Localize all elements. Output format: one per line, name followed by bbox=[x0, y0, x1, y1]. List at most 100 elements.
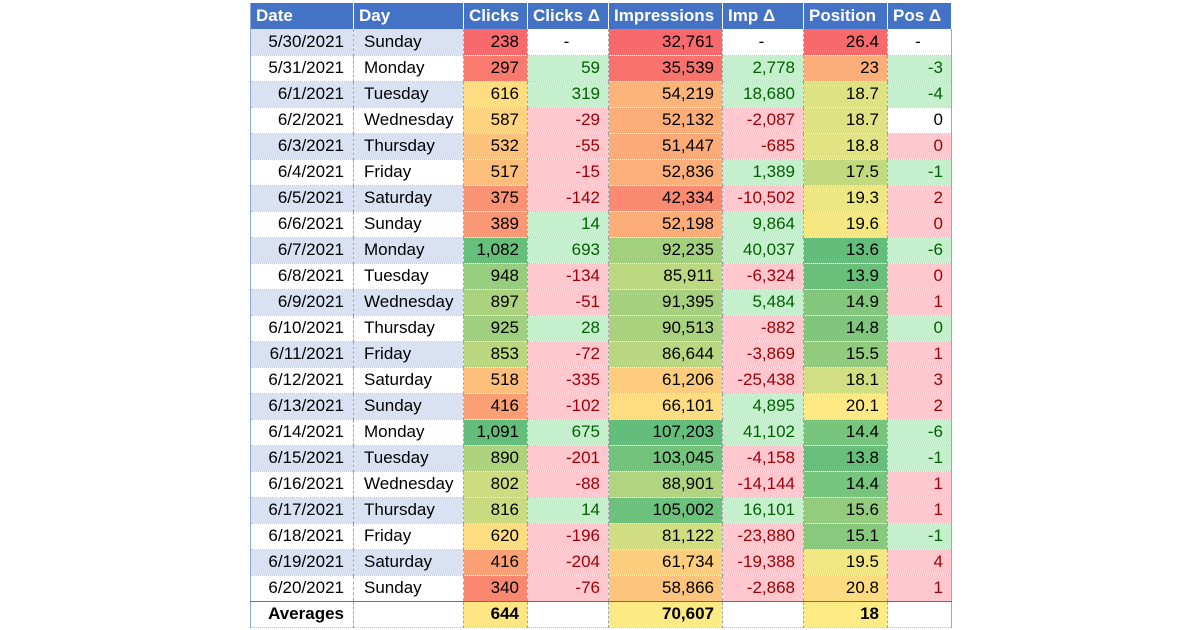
header-clicks: Clicks bbox=[463, 3, 528, 29]
clicks-delta-cell: -134 bbox=[527, 263, 609, 290]
imp-delta-cell: -4,158 bbox=[722, 445, 804, 472]
clicks-delta-cell: -196 bbox=[527, 523, 609, 550]
position-cell: 13.6 bbox=[803, 237, 888, 264]
clicks-cell: 802 bbox=[463, 471, 528, 498]
imp-delta-cell: - bbox=[722, 29, 804, 56]
impressions-cell: 52,836 bbox=[608, 159, 723, 186]
averages-impressions: 70,607 bbox=[608, 600, 723, 628]
clicks-cell: 416 bbox=[463, 393, 528, 420]
day-cell: Sunday bbox=[353, 29, 464, 56]
imp-delta-cell: 1,389 bbox=[722, 159, 804, 186]
clicks-delta-cell: -204 bbox=[527, 549, 609, 576]
clicks-delta-cell: 675 bbox=[527, 419, 609, 446]
clicks-delta-cell: -335 bbox=[527, 367, 609, 394]
position-cell: 14.4 bbox=[803, 419, 888, 446]
day-cell: Thursday bbox=[353, 315, 464, 342]
table-row: 6/6/2021 Sunday 389 14 52,198 9,864 19.6 0 bbox=[250, 211, 952, 238]
impressions-cell: 54,219 bbox=[608, 81, 723, 108]
clicks-cell: 1,091 bbox=[463, 419, 528, 446]
date-cell: 6/6/2021 bbox=[250, 211, 354, 238]
header-position: Position bbox=[803, 3, 888, 29]
clicks-delta-cell: -29 bbox=[527, 107, 609, 134]
table-row: 6/1/2021 Tuesday 616 319 54,219 18,680 18.7 -4 bbox=[250, 81, 952, 108]
impressions-cell: 35,539 bbox=[608, 55, 723, 82]
day-cell: Wednesday bbox=[353, 107, 464, 134]
pos-delta-cell: 2 bbox=[887, 393, 952, 420]
table-row: 6/5/2021 Saturday 375 -142 42,334 -10,502 19.3… bbox=[250, 185, 952, 212]
day-cell: Tuesday bbox=[353, 263, 464, 290]
clicks-cell: 375 bbox=[463, 185, 528, 212]
pos-delta-cell: -4 bbox=[887, 81, 952, 108]
pos-delta-cell: 3 bbox=[887, 367, 952, 394]
position-cell: 15.5 bbox=[803, 341, 888, 368]
day-cell: Wednesday bbox=[353, 471, 464, 498]
date-cell: 6/18/2021 bbox=[250, 523, 354, 550]
pos-delta-cell: 1 bbox=[887, 289, 952, 316]
averages-clicks: 644 bbox=[463, 600, 528, 628]
header-date: Date bbox=[250, 3, 354, 29]
imp-delta-cell: 40,037 bbox=[722, 237, 804, 264]
date-cell: 6/5/2021 bbox=[250, 185, 354, 212]
pos-delta-cell: 0 bbox=[887, 263, 952, 290]
table-row: 5/31/2021 Monday 297 59 35,539 2,778 23 -3 bbox=[250, 55, 952, 82]
table-row: 6/17/2021 Thursday 816 14 105,002 16,101 15.6 1 bbox=[250, 497, 952, 524]
position-cell: 20.8 bbox=[803, 575, 888, 602]
imp-delta-cell: -2,087 bbox=[722, 107, 804, 134]
table-row: 6/2/2021 Wednesday 587 -29 52,132 -2,087 18.7 0 bbox=[250, 107, 952, 134]
table-row: 6/12/2021 Saturday 518 -335 61,206 -25,438 18.… bbox=[250, 367, 952, 394]
impressions-cell: 91,395 bbox=[608, 289, 723, 316]
pos-delta-cell: - bbox=[887, 29, 952, 56]
averages-row: Averages 644 70,607 18 bbox=[250, 600, 952, 628]
day-cell: Saturday bbox=[353, 367, 464, 394]
clicks-delta-cell: 28 bbox=[527, 315, 609, 342]
table-row: 6/4/2021 Friday 517 -15 52,836 1,389 17.5 -1 bbox=[250, 159, 952, 186]
position-cell: 14.8 bbox=[803, 315, 888, 342]
pos-delta-cell: 0 bbox=[887, 211, 952, 238]
imp-delta-cell: -882 bbox=[722, 315, 804, 342]
day-cell: Monday bbox=[353, 237, 464, 264]
date-cell: 6/15/2021 bbox=[250, 445, 354, 472]
imp-delta-cell: -685 bbox=[722, 133, 804, 160]
clicks-cell: 518 bbox=[463, 367, 528, 394]
clicks-cell: 620 bbox=[463, 523, 528, 550]
date-cell: 6/11/2021 bbox=[250, 341, 354, 368]
table-row: 6/19/2021 Saturday 416 -204 61,734 -19,388 19.… bbox=[250, 549, 952, 576]
imp-delta-cell: -3,869 bbox=[722, 341, 804, 368]
clicks-delta-cell: -55 bbox=[527, 133, 609, 160]
date-cell: 6/1/2021 bbox=[250, 81, 354, 108]
pos-delta-cell: 0 bbox=[887, 133, 952, 160]
clicks-delta-cell: -201 bbox=[527, 445, 609, 472]
day-cell: Tuesday bbox=[353, 81, 464, 108]
averages-imp-delta-empty bbox=[722, 600, 804, 628]
impressions-cell: 52,198 bbox=[608, 211, 723, 238]
averages-pos-delta-empty bbox=[887, 600, 952, 628]
impressions-cell: 58,866 bbox=[608, 575, 723, 602]
clicks-cell: 389 bbox=[463, 211, 528, 238]
position-cell: 15.1 bbox=[803, 523, 888, 550]
table-row: 6/10/2021 Thursday 925 28 90,513 -882 14.8 0 bbox=[250, 315, 952, 342]
pos-delta-cell: -3 bbox=[887, 55, 952, 82]
pos-delta-cell: -6 bbox=[887, 419, 952, 446]
date-cell: 6/8/2021 bbox=[250, 263, 354, 290]
pos-delta-cell: 1 bbox=[887, 471, 952, 498]
table-row: 6/9/2021 Wednesday 897 -51 91,395 5,484 14.9 1 bbox=[250, 289, 952, 316]
imp-delta-cell: -2,868 bbox=[722, 575, 804, 602]
impressions-cell: 105,002 bbox=[608, 497, 723, 524]
date-cell: 6/20/2021 bbox=[250, 575, 354, 602]
impressions-cell: 51,447 bbox=[608, 133, 723, 160]
imp-delta-cell: -14,144 bbox=[722, 471, 804, 498]
header-clicks-delta: Clicks Δ bbox=[527, 3, 609, 29]
imp-delta-cell: -25,438 bbox=[722, 367, 804, 394]
clicks-cell: 925 bbox=[463, 315, 528, 342]
position-cell: 14.4 bbox=[803, 471, 888, 498]
day-cell: Tuesday bbox=[353, 445, 464, 472]
position-cell: 15.6 bbox=[803, 497, 888, 524]
gsc-performance-table: Date Day Clicks Clicks Δ Impressions Imp… bbox=[250, 3, 952, 628]
date-cell: 6/16/2021 bbox=[250, 471, 354, 498]
day-cell: Thursday bbox=[353, 133, 464, 160]
date-cell: 6/2/2021 bbox=[250, 107, 354, 134]
clicks-cell: 340 bbox=[463, 575, 528, 602]
imp-delta-cell: -23,880 bbox=[722, 523, 804, 550]
position-cell: 20.1 bbox=[803, 393, 888, 420]
clicks-cell: 238 bbox=[463, 29, 528, 56]
